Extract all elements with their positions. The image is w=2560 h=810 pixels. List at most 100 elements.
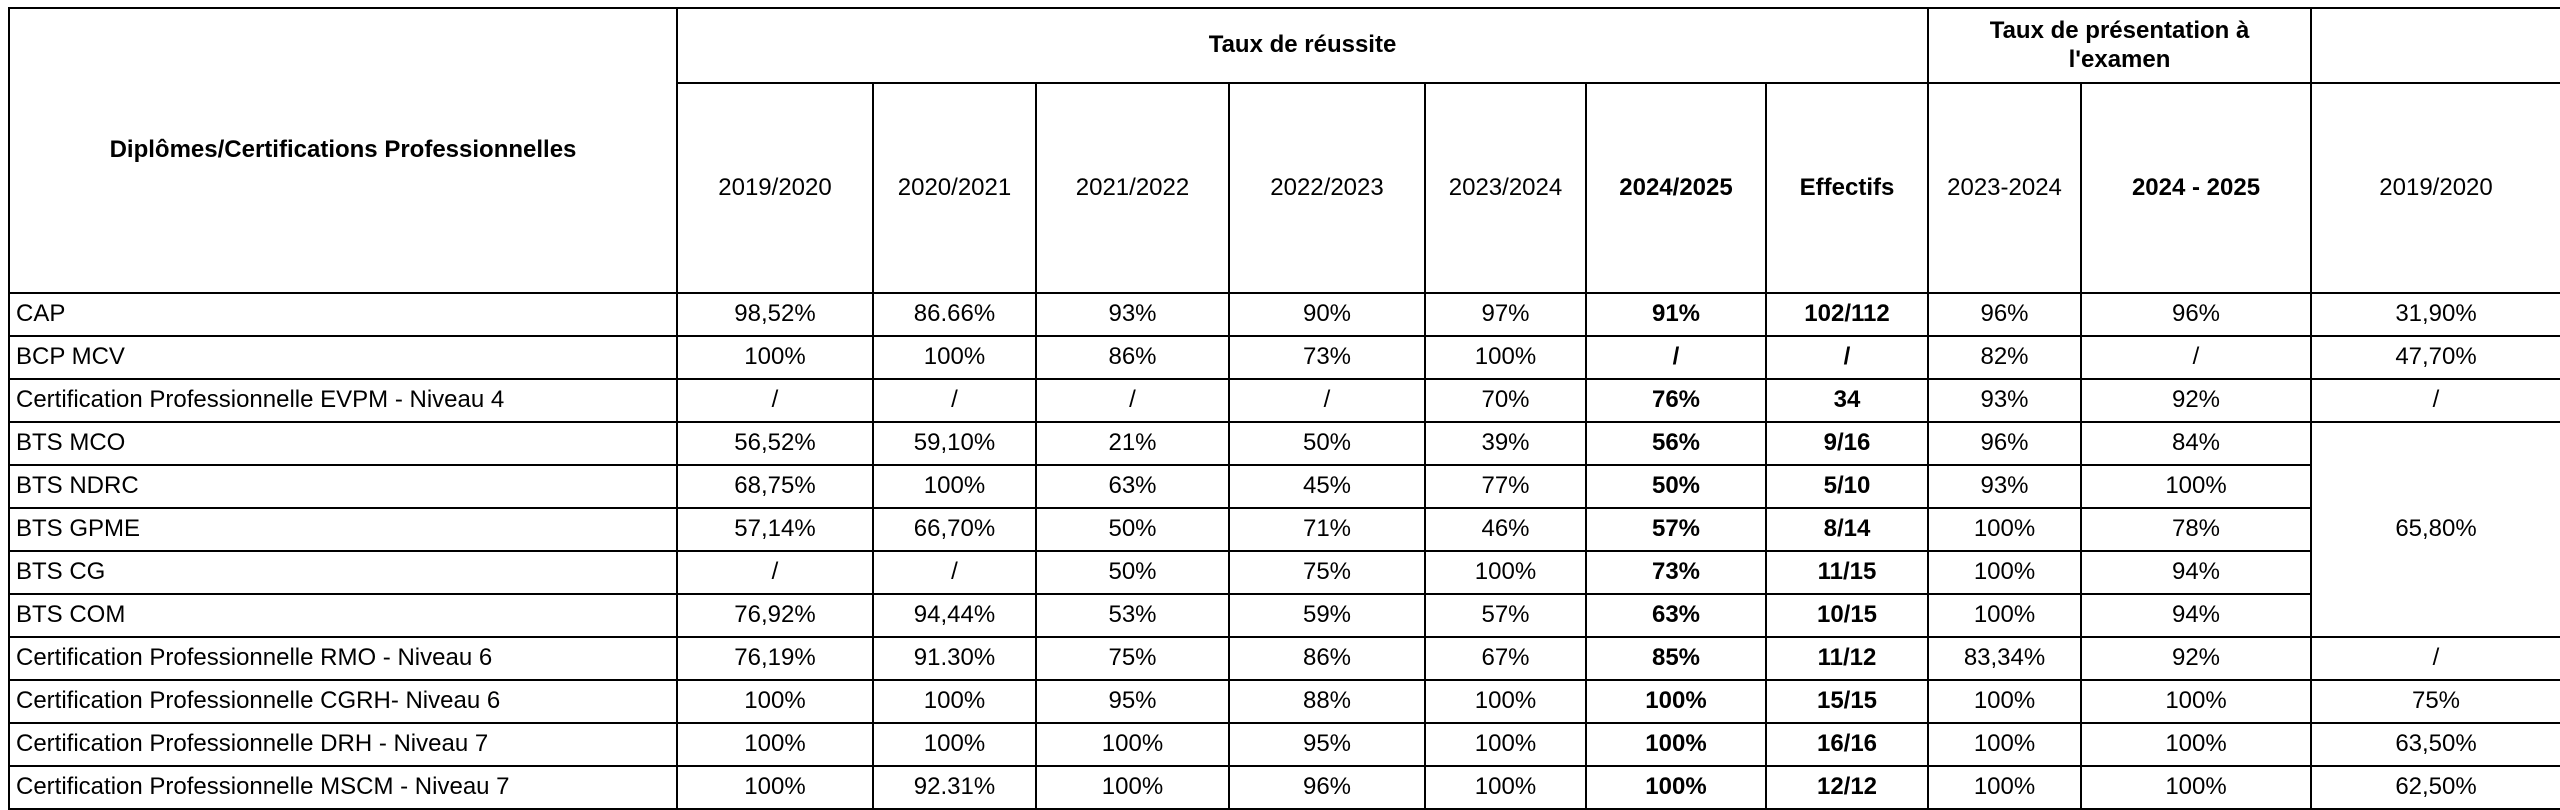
table-cell: 100% [2080,765,2313,810]
table-cell: 100% [872,722,1037,767]
table-cell: / [1585,335,1767,380]
table-cell: 12/12 [1764,765,1930,810]
table-cell: 9/16 [1764,421,1930,466]
table-cell: 96% [1927,421,2083,466]
table-row: BTS CG //50% 75% 100% 73% 11/15 100% 94% [8,550,2560,595]
table-cell: 77% [1424,464,1587,509]
row-label: Certification Professionnelle CGRH- Nive… [8,679,678,724]
table-cell: / [1228,378,1426,423]
table-cell: 59,10% [872,421,1037,466]
table-cell: 83,34% [1927,636,2083,681]
table-cell: 47,70% [2310,335,2560,380]
table-cell: 88% [1228,679,1426,724]
table-cell: 97% [1424,292,1587,337]
table-cell: 34 [1764,378,1930,423]
table-cell: 73% [1228,335,1426,380]
table-cell: 100% [676,765,874,810]
table-cell: 76% [1585,378,1767,423]
row-label: BCP MCV [8,335,678,380]
table-cell: 100% [1424,335,1587,380]
table-cell: 50% [1585,464,1767,509]
table-cell: 92% [2080,636,2313,681]
row-label: Certification Professionnelle RMO - Nive… [8,636,678,681]
row-label: BTS MCO [8,421,678,466]
table-cell: 100% [1585,679,1767,724]
table-row: BCP MCV 100% 100% 86% 73% 100% //82%/47,70% [8,335,2560,380]
table-cell: 100% [1927,722,2083,767]
column-header: 2022/2023 [1228,82,1426,294]
header-title: Diplômes/Certifications Professionnelles [8,7,678,294]
table-cell: 75% [2310,679,2560,724]
column-header: 2021/2022 [1035,82,1230,294]
table-cell: 78% [2080,507,2313,552]
table-cell: 100% [676,679,874,724]
row-label: Certification Professionnelle MSCM - Niv… [8,765,678,810]
table-cell: 96% [1927,292,2083,337]
table-cell: 100% [1035,765,1230,810]
column-header: 2023/2024 [1424,82,1587,294]
table-cell: / [872,550,1037,595]
table-cell: 100% [1424,722,1587,767]
table-head: Diplômes/Certifications Professionnelles… [8,7,2560,294]
table-cell: 11/12 [1764,636,1930,681]
table-cell: 50% [1228,421,1426,466]
table-cell: 31,90% [2310,292,2560,337]
column-header: 2023-2024 [1927,82,2083,294]
table-cell: 94% [2080,550,2313,595]
table-cell: 93% [1927,378,2083,423]
table-cell: 100% [1424,679,1587,724]
header-row: 2019/2020 2020/2021 2021/2022 2022/2023 2023… [9,82,2560,294]
table-row: Certification Professionnelle RMO - Nive… [8,636,2560,681]
table-cell: 15/15 [1764,679,1930,724]
table-cell: 59% [1228,593,1426,638]
group-header: Taux de réussite [675,7,1930,84]
table-cell: / [1035,378,1230,423]
table-cell: 96% [2080,292,2313,337]
row-label: BTS NDRC [8,464,678,509]
table-cell: 53% [1035,593,1230,638]
table-cell: 100% [1585,722,1767,767]
column-header: 2019/2020 [2310,82,2560,294]
table-cell: 94,44% [872,593,1037,638]
table-row: Certification Professionnelle DRH - Nive… [8,722,2560,767]
table-cell: / [2310,378,2560,423]
table-cell: 100% [1927,679,2083,724]
table-cell: 76,92% [676,593,874,638]
table-cell: 82% [1927,335,2083,380]
table-cell: 96% [1228,765,1426,810]
table-cell: 86.66% [872,292,1037,337]
table-cell: 62,50% [2310,765,2560,810]
table-cell: 85% [1585,636,1767,681]
table-cell: 21% [1035,421,1230,466]
table-row: Certification Professionnelle EVPM - Niv… [8,378,2560,423]
table-cell: 95% [1035,679,1230,724]
group-header: Taux de présentation à l'examen [1927,7,2313,84]
table-row: BTS COM 76,92% 94,44% 53% 59% 57% 63% 10/15 100%… [8,593,2560,638]
table-cell: / [676,378,874,423]
table-cell: 45% [1228,464,1426,509]
table-cell: 100% [1927,507,2083,552]
table-cell: 86% [1035,335,1230,380]
table-cell: 94% [2080,593,2313,638]
table-cell: 75% [1035,636,1230,681]
table-cell: 76,19% [676,636,874,681]
table-cell: 56,52% [676,421,874,466]
column-header: 2019/2020 [676,82,874,294]
table-cell: 100% [872,464,1037,509]
table-cell: 100% [1927,765,2083,810]
table-cell: 100% [2080,679,2313,724]
header-row: Diplômes/Certifications Professionnelles… [8,7,2560,294]
table-cell: 86% [1228,636,1426,681]
table-row: Certification Professionnelle MSCM - Niv… [8,765,2560,810]
column-header: Effectifs [1764,82,1930,294]
table-cell: 39% [1424,421,1587,466]
row-label: CAP [8,292,678,337]
table-cell: 68,75% [676,464,874,509]
table-cell: 98,52% [676,292,874,337]
table-cell: / [1764,335,1930,380]
table-row: BTS GPME 57,14% 66,70% 50% 71% 46% 57% 8/14 100%… [8,507,2560,552]
table-cell: 100% [1585,765,1767,810]
table-cell: 100% [2080,464,2313,509]
table-cell: 91% [1585,292,1767,337]
